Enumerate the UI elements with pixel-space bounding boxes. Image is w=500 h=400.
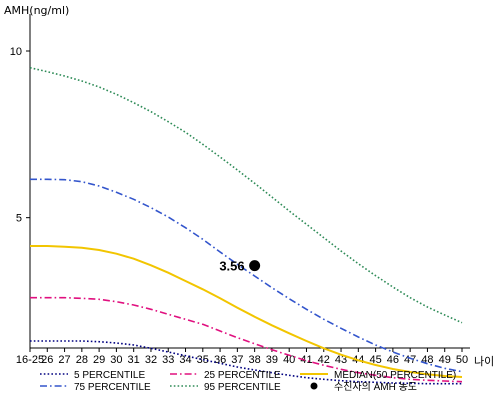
x-tick-label: 42 [318,354,330,366]
x-tick-label: 39 [266,354,278,366]
patient-amh-point [249,260,261,272]
legend-label-5-percentile: 5 PERCENTILE [74,370,145,381]
x-tick-label: 38 [249,354,261,366]
x-tick-label: 32 [145,354,157,366]
y-tick-label: 10 [10,46,22,58]
x-tick-label: 33 [162,354,174,366]
x-axis-title: 나이 [474,355,494,368]
y-tick-label: 5 [16,213,22,225]
series-line-75-percentile [30,178,463,373]
legend: 5 PERCENTILE 25 PERCENTILE MEDIAN(50 PERCE… [40,370,456,393]
legend-label-95-percentile: 95 PERCENTILE [204,382,281,393]
x-tick-label: 40 [283,354,295,366]
x-tick-label: 29 [93,354,105,366]
y-axis-title: AMH(ng/ml) [4,4,69,17]
patient-amh-value-label: 3.56 [219,259,244,274]
x-tick-label: 37 [231,354,243,366]
x-tick-label: 49 [439,354,451,366]
legend-label-75-percentile: 75 PERCENTILE [74,382,151,393]
x-tick-label: 46 [387,354,399,366]
x-tick-label: 36 [214,354,226,366]
legend-label-25-percentile: 25 PERCENTILE [204,370,281,381]
series-line-95-percentile [29,66,463,324]
x-tick-label: 45 [369,354,381,366]
x-tick-label: 30 [110,354,122,366]
series-line-median-50-percentile [30,245,463,378]
x-tick-label: 41 [300,354,312,366]
x-tick-label: 35 [197,354,209,366]
x-tick-label: 27 [58,354,70,366]
x-tick-label: 43 [335,354,347,366]
x-tick-label: 26 [41,354,53,366]
x-tick-label: 28 [76,354,88,366]
x-tick-label: 31 [128,354,140,366]
legend-label-median-50-percentile: MEDIAN(50 PERCENTILE) [334,370,456,381]
x-tick-label: 50 [456,354,468,366]
x-tick-label: 16-25 [16,354,44,366]
legend-label-patient-amh: 수진자의 AMH 농도 [334,381,417,393]
series-line-25-percentile [30,296,463,383]
x-tick-label: 47 [404,354,416,366]
legend-swatch-patient-amh [310,382,318,390]
